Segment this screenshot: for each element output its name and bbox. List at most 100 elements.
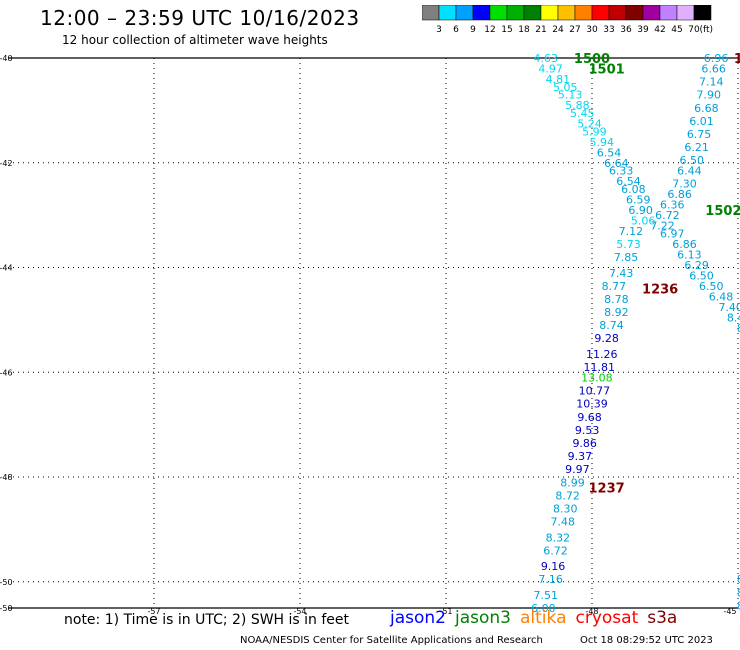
x-tick-label: -45 xyxy=(723,607,736,616)
wave-height-value: 10.39 xyxy=(576,398,608,411)
wave-height-value: 9.97 xyxy=(565,463,590,476)
y-tick-label: -50 xyxy=(0,604,13,613)
wave-height-value: 9.68 xyxy=(577,411,602,424)
x-tick-label: -54 xyxy=(293,607,306,616)
wave-height-colorbar: 3 6 9 12 15 18 21 24 27 30 33 36 39 42 45 70 (ft) xyxy=(422,5,713,35)
pass-time-label: 1237 xyxy=(589,482,625,497)
wave-height-value: 7.14 xyxy=(699,76,724,89)
wave-height-value: 5.45 xyxy=(570,107,595,120)
wave-height-value: 5.88 xyxy=(565,99,590,112)
colorbar-tick-label: 3 xyxy=(436,25,442,35)
wave-height-value: 6.66 xyxy=(701,62,726,75)
wave-height-value: 8.4 xyxy=(727,311,740,324)
wave-height-value: 8 xyxy=(737,322,740,335)
x-tick-label: -48 xyxy=(585,607,598,616)
wave-height-value: 6.13 xyxy=(677,248,702,261)
pass-time-label: 1502 xyxy=(705,204,740,219)
wave-height-value: 8.72 xyxy=(555,489,580,502)
colorbar-tick-label: 9 xyxy=(470,25,476,35)
wave-height-value: 5.99 xyxy=(582,125,607,138)
wave-height-value: 6.59 xyxy=(626,193,651,206)
y-tick-label: -46 xyxy=(0,368,13,377)
wave-height-value: 6.36 xyxy=(660,199,685,212)
x-tick-label: -51 xyxy=(439,607,452,616)
wave-height-value: 6.50 xyxy=(680,154,705,167)
wave-height-value: 8.32 xyxy=(546,531,571,544)
colorbar-tick-label: 6 xyxy=(453,25,459,35)
legend-s3a: s3a xyxy=(647,608,678,628)
wave-height-value: 6.97 xyxy=(660,227,685,240)
wave-height-value: 7.40 xyxy=(718,301,740,314)
wave-height-value: 6.68 xyxy=(694,102,719,115)
wave-height-value: 4.97 xyxy=(538,62,563,75)
colorbar-tick-label: 15 xyxy=(501,25,512,35)
wave-height-value: 5.24 xyxy=(577,117,602,130)
colorbar-tick-label: 39 xyxy=(637,25,649,35)
wave-height-value: 6.86 xyxy=(672,238,697,251)
wave-height-value: 6.33 xyxy=(609,165,634,178)
colorbar-tick-label: 12 xyxy=(484,25,495,35)
pass-time-label: 1501 xyxy=(589,62,625,77)
wave-height-value: 8.92 xyxy=(604,306,629,319)
colorbar-tick-label: 27 xyxy=(569,25,580,35)
y-tick-label: -42 xyxy=(0,159,13,168)
wave-height-value: 7.43 xyxy=(609,267,634,280)
wave-height-value: 6.90 xyxy=(628,204,653,217)
colorbar-tick-label: 70 xyxy=(688,25,700,35)
wave-height-value: 9.16 xyxy=(541,560,566,573)
wave-height-value: 6.01 xyxy=(689,115,714,128)
wave-height-value: 8.78 xyxy=(604,293,629,306)
wave-height-value: 9.37 xyxy=(568,450,593,463)
wave-height-value: 6.86 xyxy=(667,188,692,201)
wave-height-value: 9.28 xyxy=(594,332,619,345)
wave-height-value: 6.44 xyxy=(677,165,702,178)
wave-height-value: 6.00 xyxy=(531,602,556,615)
wave-height-value: 6.72 xyxy=(543,544,568,557)
wave-height-value: 6.48 xyxy=(709,290,734,303)
wave-height-value: 8.30 xyxy=(553,502,578,515)
wave-height-value: 7.22 xyxy=(650,220,675,233)
legend-jason2: jason2 xyxy=(390,608,446,628)
colorbar-tick-label: 45 xyxy=(671,25,682,35)
wave-height-value: 8.99 xyxy=(560,476,585,489)
wave-height-value: 11.81 xyxy=(584,361,616,374)
footer-note: note: 1) Time is in UTC; 2) SWH is in fe… xyxy=(64,612,350,628)
wave-height-value: 6.50 xyxy=(699,280,724,293)
pass-time-label: 1236 xyxy=(642,282,678,297)
colorbar-tick-label: 30 xyxy=(586,25,598,35)
chart-subtitle: 12 hour collection of altimeter wave hei… xyxy=(62,33,328,47)
wave-height-value: 7.85 xyxy=(614,251,639,264)
satellite-legend: jason2 jason3 altika cryosat s3a xyxy=(390,608,686,628)
pass-time-label: 12 xyxy=(734,52,740,67)
wave-height-value: 6.21 xyxy=(684,141,709,154)
legend-jason3: jason3 xyxy=(455,608,511,628)
wave-height-value: 6.08 xyxy=(621,183,646,196)
pass-time-label: 1500 xyxy=(574,52,610,67)
wave-height-value: 7.12 xyxy=(619,225,644,238)
wave-height-value: 8 xyxy=(737,586,740,599)
colorbar-tick-label: 33 xyxy=(603,25,614,35)
wave-height-value: 7.51 xyxy=(534,589,559,602)
wave-height-value: 6.75 xyxy=(687,128,712,141)
colorbar-swatch xyxy=(693,5,712,21)
colorbar-tick-label: 21 xyxy=(535,25,546,35)
generated-timestamp: Oct 18 08:29:52 UTC 2023 xyxy=(580,635,713,646)
legend-cryosat: cryosat xyxy=(575,608,639,628)
y-tick-label: -50 xyxy=(0,578,13,587)
wave-height-value: 4.81 xyxy=(546,73,571,86)
wave-height-value: 7.30 xyxy=(672,178,697,191)
wave-height-value: 5.13 xyxy=(558,89,583,102)
wave-height-value: 13.08 xyxy=(581,372,613,385)
colorbar-tick-label: 36 xyxy=(620,25,632,35)
y-tick-label: -44 xyxy=(0,264,13,273)
chart-title: 12:00 – 23:59 UTC 10/16/2023 xyxy=(40,6,360,30)
colorbar-tick-label: 24 xyxy=(552,25,564,35)
wave-height-value: 9.53 xyxy=(575,424,600,437)
wave-height-value: 5.05 xyxy=(553,81,578,94)
wave-height-value: 6.50 xyxy=(689,269,714,282)
wave-height-value: 8 xyxy=(737,599,740,612)
colorbar-unit-label: (ft) xyxy=(699,25,713,35)
wave-height-value: 6.54 xyxy=(597,146,622,159)
wave-height-value: 6.72 xyxy=(655,209,680,222)
